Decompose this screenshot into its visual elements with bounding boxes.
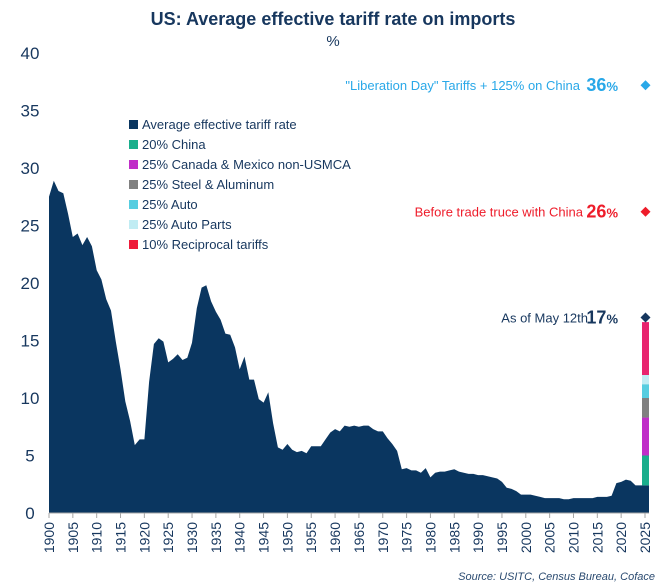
- y-tick-label: 0: [25, 504, 34, 523]
- annotation-value: 17%: [586, 308, 618, 328]
- y-tick-label: 30: [21, 159, 40, 178]
- legend-label: 20% China: [142, 137, 206, 152]
- legend-swatch: [129, 200, 138, 209]
- legend-swatch: [129, 120, 138, 129]
- x-tick-label: 2015: [589, 522, 605, 553]
- legend-swatch: [129, 220, 138, 229]
- stack-segment-25-auto-parts: [642, 375, 649, 385]
- x-tick-label: 1945: [256, 522, 272, 553]
- stack-segment-20-china: [642, 455, 649, 486]
- stack-segment-25-steel-aluminum: [642, 398, 649, 418]
- plot-area: [49, 180, 644, 513]
- y-tick-label: 5: [25, 447, 34, 466]
- y-tick-label: 40: [21, 44, 40, 63]
- annotation-label: "Liberation Day" Tariffs + 125% on China: [345, 78, 580, 93]
- x-tick-label: 1980: [422, 522, 438, 553]
- annotation-label: As of May 12th: [501, 311, 588, 326]
- stack-segment-average-effective-tariff-rate: [642, 485, 649, 513]
- x-tick-label: 1910: [89, 522, 105, 553]
- y-tick-label: 20: [21, 274, 40, 293]
- annotation-marker-diamond-icon: [640, 80, 651, 91]
- legend-label: 10% Reciprocal tariffs: [142, 237, 269, 252]
- x-tick-label: 1955: [303, 522, 319, 553]
- x-tick-label: 1935: [208, 522, 224, 553]
- x-tick-label: 1975: [399, 522, 415, 553]
- stack-segment-25-auto: [642, 384, 649, 398]
- x-tick-label: 2000: [518, 522, 534, 553]
- y-tick-label: 35: [21, 102, 40, 121]
- x-tick-label: 1995: [494, 522, 510, 553]
- x-tick-label: 2025: [637, 522, 653, 553]
- annotation-value: 36%: [586, 75, 618, 95]
- x-tick-label: 1950: [279, 522, 295, 553]
- y-tick-label: 25: [21, 217, 40, 236]
- area-average-effective-tariff-rate: [49, 180, 644, 513]
- stack-segment-10-reciprocal-tariffs: [642, 322, 649, 375]
- x-tick-label: 2020: [613, 522, 629, 553]
- x-tick-label: 1985: [446, 522, 462, 553]
- legend-label: 25% Steel & Aluminum: [142, 177, 274, 192]
- x-tick-label: 1930: [184, 522, 200, 553]
- x-tick-label: 1960: [327, 522, 343, 553]
- legend-swatch: [129, 180, 138, 189]
- x-tick-label: 2010: [565, 522, 581, 553]
- legend-label: 25% Canada & Mexico non-USMCA: [142, 157, 351, 172]
- x-tick-label: 2005: [542, 522, 558, 553]
- legend-swatch: [129, 240, 138, 249]
- chart-title: US: Average effective tariff rate on imp…: [151, 9, 516, 29]
- stack-segment-25-canada-mexico-non-usmca: [642, 417, 649, 456]
- stack-2025: [642, 322, 649, 513]
- y-tick-label: 10: [21, 389, 40, 408]
- annotation-marker-diamond-icon: [640, 206, 651, 217]
- x-tick-label: 1915: [113, 522, 129, 553]
- y-tick-label: 15: [21, 332, 40, 351]
- annotation-value: 26%: [586, 202, 618, 222]
- annotation-label: Before trade truce with China: [415, 205, 584, 220]
- legend-swatch: [129, 160, 138, 169]
- legend-label: Average effective tariff rate: [142, 117, 297, 132]
- legend-label: 25% Auto: [142, 197, 198, 212]
- x-tick-label: 1925: [160, 522, 176, 553]
- x-tick-label: 1900: [41, 522, 57, 553]
- x-tick-label: 1940: [232, 522, 248, 553]
- x-tick-label: 1920: [136, 522, 152, 553]
- legend-swatch: [129, 140, 138, 149]
- annotation-marker-diamond-icon: [640, 312, 651, 323]
- legend: Average effective tariff rate 20% China 25…: [129, 117, 351, 252]
- x-tick-label: 1990: [470, 522, 486, 553]
- x-tick-label: 1970: [375, 522, 391, 553]
- x-tick-label: 1965: [351, 522, 367, 553]
- chart-subtitle: %: [326, 33, 339, 50]
- legend-label: 25% Auto Parts: [142, 217, 232, 232]
- y-axis: 0 5 10 15 20 25 30 35 40: [21, 44, 40, 523]
- annotations: 36% "Liberation Day" Tariffs + 125% on Ch…: [345, 75, 651, 328]
- x-axis: 1900 1905 1910 1915 1920 1925 1930 1935 1940 1945…: [41, 512, 653, 553]
- source-note: Source: USITC, Census Bureau, Coface: [458, 571, 655, 583]
- x-tick-label: 1905: [65, 522, 81, 553]
